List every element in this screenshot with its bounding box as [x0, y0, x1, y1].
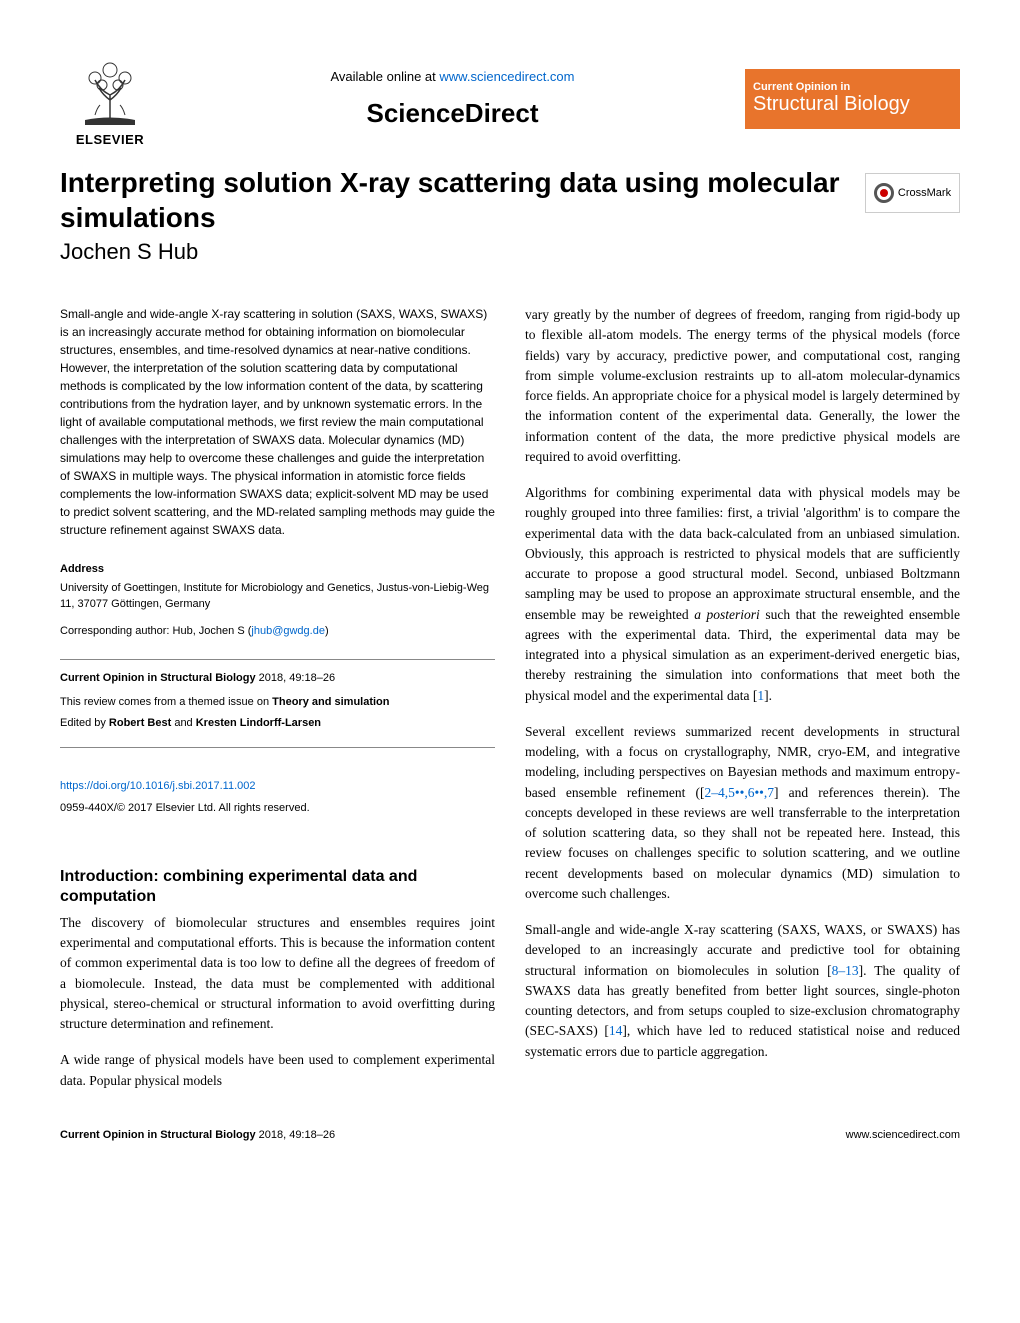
citation-2-7[interactable]: 2–4,5••,6••,7 — [705, 785, 775, 800]
col2-paragraph-2: Algorithms for combining experimental da… — [525, 483, 960, 706]
p2-text-a: Algorithms for combining experimental da… — [525, 485, 960, 622]
themed-issue: Theory and simulation — [272, 696, 389, 708]
p2-text-c: ]. — [764, 688, 772, 703]
crossmark-label: CrossMark — [898, 187, 951, 199]
col2-paragraph-4: Small-angle and wide-angle X-ray scatter… — [525, 920, 960, 1062]
badge-small-text: Current Opinion in — [753, 81, 960, 93]
journal-name: Current Opinion in Structural Biology — [60, 672, 256, 684]
publisher-block: ELSEVIER — [60, 50, 160, 147]
citation-details: 2018, 49:18–26 — [256, 672, 336, 684]
page-footer: Current Opinion in Structural Biology 20… — [60, 1121, 960, 1141]
corr-prefix: Corresponding author: Hub, Jochen S ( — [60, 625, 251, 637]
citation-14[interactable]: 14 — [609, 1023, 623, 1038]
footer-citation: 2018, 49:18–26 — [256, 1129, 336, 1141]
citation-line: Current Opinion in Structural Biology 20… — [60, 670, 495, 688]
author-name: Jochen S Hub — [60, 239, 865, 265]
elsevier-tree-icon — [75, 50, 145, 130]
available-text: Available online at — [330, 69, 439, 84]
citation-info-box: Current Opinion in Structural Biology 20… — [60, 659, 495, 748]
editor-1: Robert Best — [109, 717, 171, 729]
sciencedirect-link[interactable]: www.sciencedirect.com — [439, 69, 574, 84]
journal-badge: Current Opinion in Structural Biology — [745, 69, 960, 129]
themed-prefix: This review comes from a themed issue on — [60, 696, 272, 708]
footer-right: www.sciencedirect.com — [846, 1129, 960, 1141]
intro-heading: Introduction: combining experimental dat… — [60, 867, 495, 907]
title-block: Interpreting solution X-ray scattering d… — [60, 165, 865, 265]
edited-and: and — [171, 717, 195, 729]
crossmark-badge[interactable]: CrossMark — [865, 173, 960, 213]
right-column: vary greatly by the number of degrees of… — [525, 305, 960, 1091]
copyright-line: 0959-440X/© 2017 Elsevier Ltd. All right… — [60, 800, 495, 817]
doi-link[interactable]: https://doi.org/10.1016/j.sbi.2017.11.00… — [60, 780, 256, 792]
corresponding-author: Corresponding author: Hub, Jochen S (jhu… — [60, 623, 495, 640]
footer-journal: Current Opinion in Structural Biology — [60, 1129, 256, 1141]
center-header: Available online at www.sciencedirect.co… — [160, 69, 745, 129]
address-block: Address University of Goettingen, Instit… — [60, 561, 495, 639]
p3-text-b: ] and references therein). The concepts … — [525, 785, 960, 901]
left-column: Small-angle and wide-angle X-ray scatter… — [60, 305, 495, 1091]
crossmark-icon — [874, 183, 894, 203]
intro-paragraph-1: The discovery of biomolecular structures… — [60, 913, 495, 1035]
available-online: Available online at www.sciencedirect.co… — [160, 69, 745, 84]
edited-prefix: Edited by — [60, 717, 109, 729]
themed-line: This review comes from a themed issue on… — [60, 694, 495, 712]
corr-email-link[interactable]: jhub@gwdg.de — [251, 625, 325, 637]
doi-block: https://doi.org/10.1016/j.sbi.2017.11.00… — [60, 778, 495, 817]
citation-8-13[interactable]: 8–13 — [832, 963, 859, 978]
two-column-layout: Small-angle and wide-angle X-ray scatter… — [60, 305, 960, 1091]
corr-suffix: ) — [325, 625, 329, 637]
editor-2: Kresten Lindorff-Larsen — [196, 717, 321, 729]
col2-paragraph-3: Several excellent reviews summarized rec… — [525, 722, 960, 904]
intro-paragraph-2: A wide range of physical models have bee… — [60, 1050, 495, 1091]
footer-left: Current Opinion in Structural Biology 20… — [60, 1129, 335, 1141]
col2-paragraph-1: vary greatly by the number of degrees of… — [525, 305, 960, 467]
p2-italic: a posteriori — [694, 607, 760, 622]
title-row: Interpreting solution X-ray scattering d… — [60, 165, 960, 265]
header-row: ELSEVIER Available online at www.science… — [60, 50, 960, 147]
article-title: Interpreting solution X-ray scattering d… — [60, 165, 865, 235]
publisher-name: ELSEVIER — [76, 132, 144, 147]
abstract-text: Small-angle and wide-angle X-ray scatter… — [60, 305, 495, 539]
badge-large-text: Structural Biology — [753, 93, 960, 116]
editors-line: Edited by Robert Best and Kresten Lindor… — [60, 715, 495, 733]
platform-name: ScienceDirect — [160, 98, 745, 129]
affiliation: University of Goettingen, Institute for … — [60, 580, 495, 613]
address-heading: Address — [60, 561, 495, 578]
